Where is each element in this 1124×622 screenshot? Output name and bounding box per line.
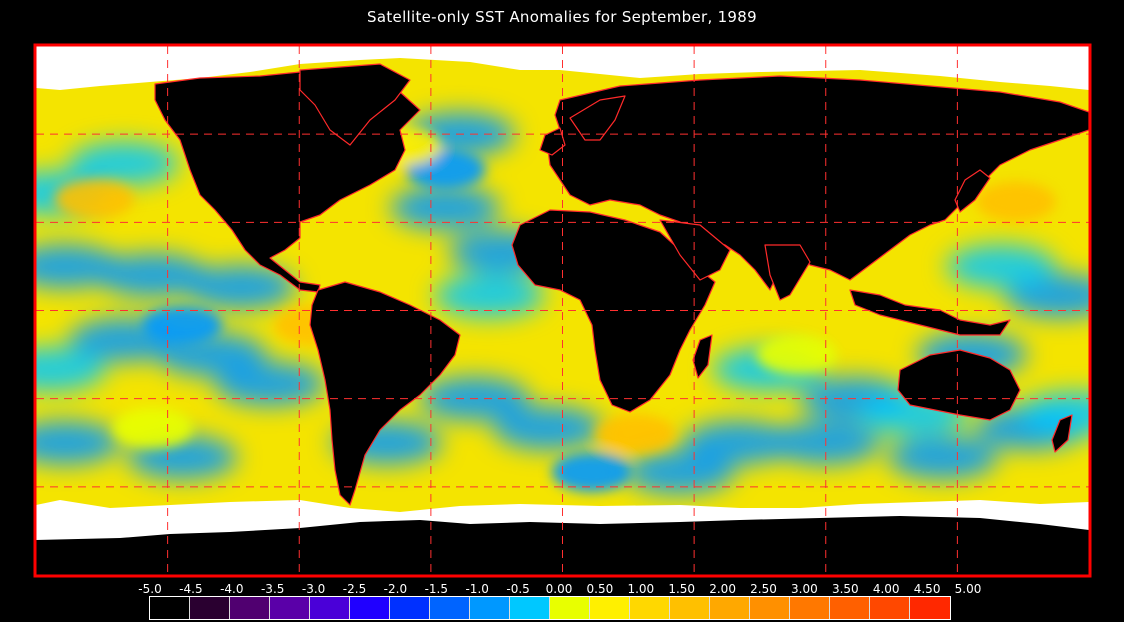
colorbar-swatch: [510, 597, 550, 619]
landmasses: [154, 63, 1089, 506]
anomaly-texture-blob: [624, 450, 735, 495]
colorbar-tick-label: 5.00: [954, 582, 982, 596]
colorbar-tick-label: -3.5: [260, 582, 285, 596]
colorbar-swatch: [190, 597, 230, 619]
graticule: [36, 46, 1089, 575]
colorbar-tick-label: 0.50: [586, 582, 614, 596]
colorbar-tick-label: -3.0: [301, 582, 326, 596]
colorbar-swatch: [870, 597, 910, 619]
australia: [897, 349, 1021, 421]
anomaly-texture-blob: [946, 244, 1057, 289]
india: [764, 244, 811, 301]
colorbar-tick-label: -4.5: [179, 582, 203, 596]
anomaly-texture-blob: [68, 141, 179, 186]
colorbar-swatch: [150, 597, 190, 619]
sst-anomaly-map: [33, 43, 1092, 578]
anomaly-texture-blob: [36, 420, 121, 465]
colorbar-swatch: [550, 597, 590, 619]
new-zealand: [1051, 414, 1073, 453]
anomaly-region-blob: [54, 178, 135, 219]
colorbar-swatch: [830, 597, 870, 619]
colorbar-tick-label: 4.00: [872, 582, 900, 596]
colorbar: [149, 596, 951, 620]
colorbar-swatch: [430, 597, 470, 619]
colorbar-tick-label: 1.50: [668, 582, 696, 596]
colorbar-tick-label: -1.0: [465, 582, 489, 596]
anomaly-region-blob: [551, 452, 632, 493]
colorbar-tick-label: 3.50: [831, 582, 859, 596]
colorbar-swatch: [750, 597, 790, 619]
colorbar-tick-label: 2.00: [709, 582, 736, 596]
colorbar-swatch: [590, 597, 630, 619]
greenland: [299, 63, 411, 146]
anomaly-region-blob: [113, 408, 193, 449]
anomaly-texture-blob: [215, 361, 325, 406]
colorbar-tick-label: 3.00: [791, 582, 818, 596]
anomaly-texture-blob: [185, 264, 296, 309]
colorbar-swatch: [390, 597, 430, 619]
southeast-asia-islands: [849, 289, 1011, 336]
colorbar-tick-label: 2.50: [750, 582, 777, 596]
colorbar-tick-label: 4.50: [913, 582, 941, 596]
colorbar-swatch: [630, 597, 670, 619]
colorbar-tick-label: -2.5: [342, 582, 367, 596]
south-america: [309, 281, 461, 506]
anomaly-texture-blob: [36, 347, 106, 392]
colorbar-tick-label: -2.0: [383, 582, 408, 596]
colorbar-tick-label: -0.5: [506, 582, 530, 596]
arabia: [659, 219, 731, 281]
colorbar-tick-label: -5.0: [138, 582, 162, 596]
colorbar-swatch: [310, 597, 350, 619]
colorbar-tick-label: -4.0: [220, 582, 244, 596]
colorbar-tick-label: -1.5: [424, 582, 449, 596]
colorbar-tick-label: 0.00: [545, 582, 573, 596]
map-frame: [33, 43, 1092, 578]
colorbar-swatch: [670, 597, 710, 619]
map-title: Satellite-only SST Anomalies for Septemb…: [367, 8, 757, 26]
anomaly-texture-blob: [683, 420, 793, 465]
colorbar-swatch: [790, 597, 830, 619]
uk-ireland: [539, 127, 566, 156]
scandinavia: [569, 95, 626, 141]
anomaly-texture-blob: [390, 185, 501, 230]
colorbar-tick-labels: -5.0 -4.5 -4.0 -3.5 -3.0 -2.5 -2.0 -1.5 -1.0 -0.5…: [0, 582, 1124, 596]
anomaly-texture-blob: [887, 435, 998, 480]
anomaly-texture-blob: [492, 406, 603, 451]
anomaly-texture-blob: [434, 273, 545, 318]
anomaly-region-blob: [756, 334, 837, 375]
japan: [954, 169, 991, 213]
antarctica-land: [36, 516, 1089, 575]
colorbar-swatch: [230, 597, 270, 619]
colorbar-swatch: [350, 597, 390, 619]
colorbar-swatch: [270, 597, 310, 619]
anomaly-region-blob: [975, 181, 1056, 222]
anomaly-texture-blob: [98, 253, 208, 298]
colorbar-tick-label: 1.00: [627, 582, 655, 596]
anomaly-region-blob: [142, 305, 223, 346]
eurasia: [547, 75, 1089, 291]
anomaly-texture-blob: [1019, 391, 1089, 436]
anomaly-region-blob: [595, 413, 676, 454]
colorbar-swatch: [470, 597, 510, 619]
colorbar-swatch: [910, 597, 950, 619]
colorbar-swatch: [710, 597, 750, 619]
